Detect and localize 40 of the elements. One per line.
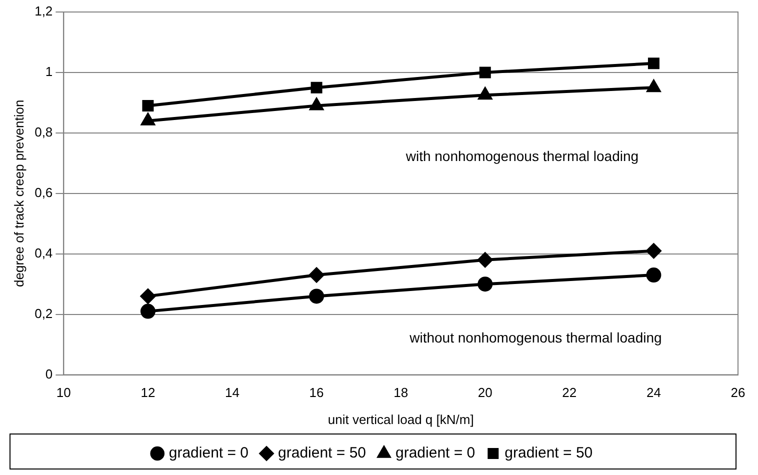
point: [142, 100, 154, 112]
x-tick-label: 14: [225, 385, 240, 400]
legend-label: gradient = 0: [396, 444, 476, 462]
annotation: with nonhomogenous thermal loading: [404, 148, 639, 164]
point: [140, 304, 156, 319]
y-tick-label: 1: [45, 64, 53, 80]
point: [141, 113, 155, 126]
y-tick-label: 0,8: [34, 124, 53, 140]
point: [140, 288, 156, 304]
y-tick-label: 0: [45, 366, 53, 382]
point: [310, 82, 322, 94]
y-axis-title: degree of track creep prevention: [11, 100, 26, 287]
annotation: without nonhomogenous thermal loading: [408, 329, 662, 346]
x-tick-label: 18: [394, 385, 408, 400]
y-tick-label: 0,6: [34, 184, 53, 200]
point: [479, 66, 491, 78]
legend-label: gradient = 0: [168, 444, 249, 462]
x-tick-label: 26: [730, 385, 746, 400]
point: [478, 276, 493, 292]
point: [478, 88, 492, 100]
point: [647, 80, 660, 92]
point: [648, 58, 660, 70]
point: [310, 98, 324, 110]
y-tick-label: 0,2: [34, 306, 53, 321]
point: [309, 268, 324, 283]
x-tick-label: 16: [309, 385, 324, 400]
x-tick-label: 24: [646, 385, 661, 400]
point: [646, 268, 662, 283]
point: [646, 243, 662, 258]
legend-label: gradient = 50: [504, 444, 593, 462]
x-tick-label: 12: [140, 385, 156, 400]
x-tick-label: 10: [56, 385, 71, 400]
x-axis-title: unit vertical load q [kN/m]: [328, 412, 474, 427]
point: [309, 288, 324, 304]
x-tick-label: 22: [562, 385, 577, 400]
y-tick-label: 0,4: [34, 245, 53, 260]
legend-label: gradient = 50: [278, 444, 366, 462]
y-tick-label: 1,2: [34, 4, 53, 19]
point: [478, 252, 493, 268]
x-tick-label: 20: [478, 385, 492, 400]
